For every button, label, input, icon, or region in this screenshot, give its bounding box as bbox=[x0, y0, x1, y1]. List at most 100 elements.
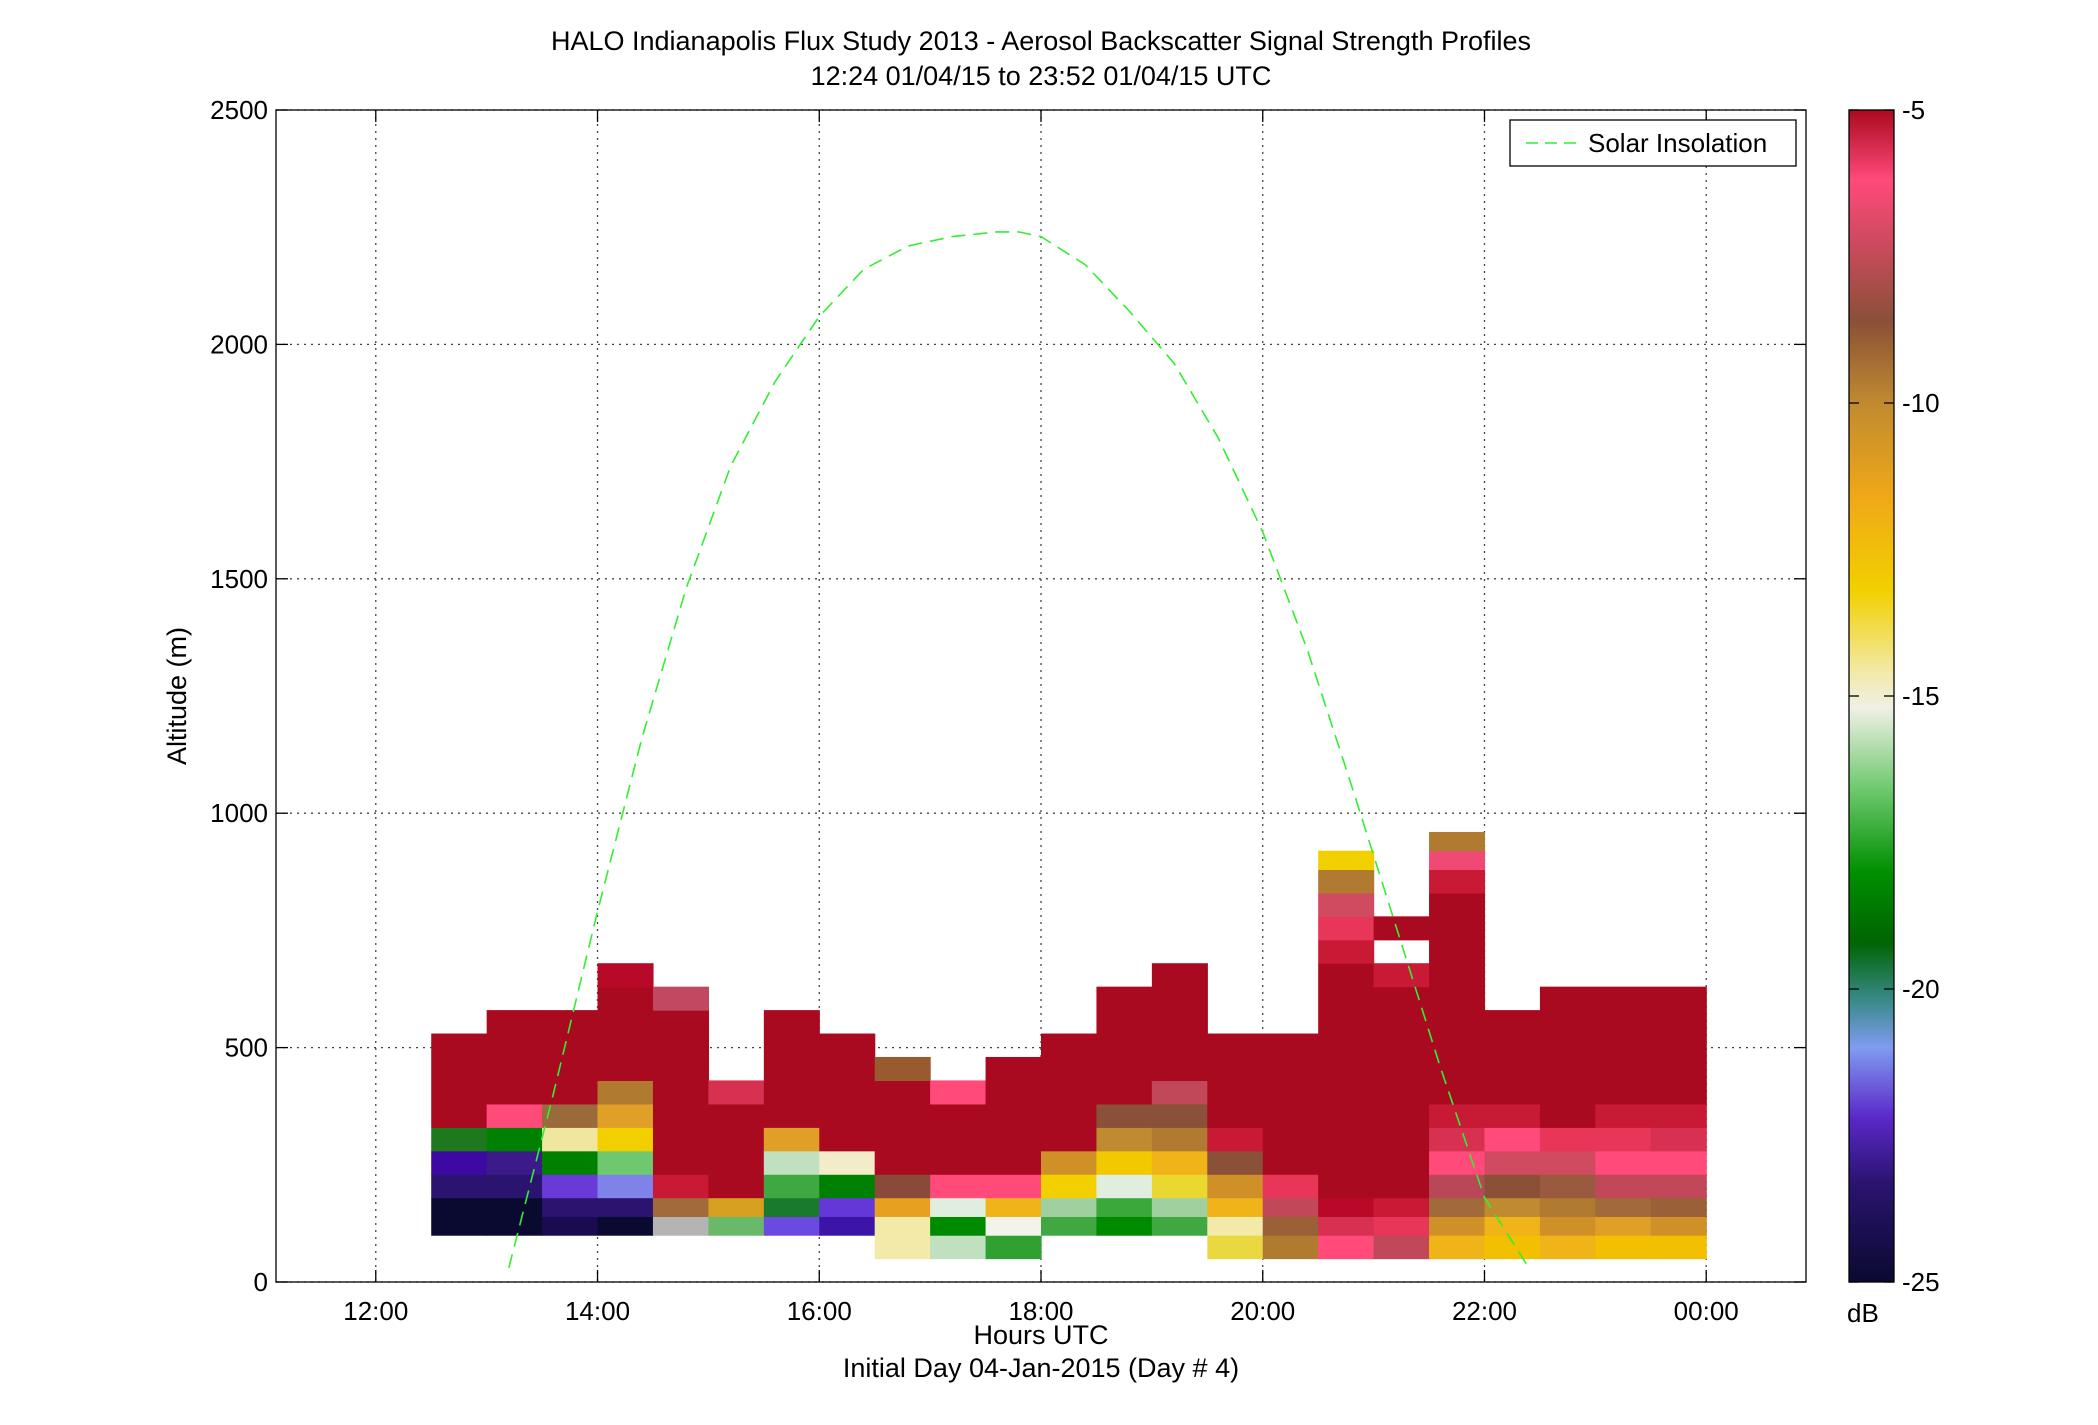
y-tick-labels: 0 500 1000 1500 2000 2500 bbox=[210, 95, 268, 1297]
heatmap-cell bbox=[819, 1197, 876, 1217]
heatmap-cell bbox=[1096, 1127, 1153, 1152]
heatmap-cell bbox=[1539, 1174, 1596, 1199]
heatmap-cell bbox=[874, 1174, 931, 1199]
heatmap-cell bbox=[1318, 1197, 1375, 1217]
heatmap-cell bbox=[1151, 1216, 1208, 1236]
heatmap-cell bbox=[1151, 1080, 1208, 1105]
heatmap-cell bbox=[1318, 963, 1375, 1199]
colorbar-tick-label: -25 bbox=[1902, 1267, 1940, 1297]
x-tick-label: 14:00 bbox=[565, 1296, 630, 1326]
heatmap-cell bbox=[1207, 1197, 1264, 1217]
heatmap-cell bbox=[1429, 1127, 1486, 1152]
x-tick-label: 16:00 bbox=[787, 1296, 852, 1326]
heatmap-cell bbox=[1207, 1150, 1264, 1175]
heatmap-cell bbox=[874, 1235, 931, 1260]
heatmap-cell bbox=[597, 1174, 654, 1199]
colorbar-ticks: -5 -10 -15 -20 -25 bbox=[1849, 95, 1940, 1297]
solar-insolation-line bbox=[508, 231, 1530, 1269]
heatmap-cell bbox=[763, 1197, 820, 1217]
chart-subtitle: 12:24 01/04/15 to 23:52 01/04/15 UTC bbox=[811, 61, 1272, 91]
heatmap-cell bbox=[1207, 1174, 1264, 1199]
heatmap-cell bbox=[1262, 1033, 1319, 1175]
heatmap-cell bbox=[1484, 1010, 1541, 1105]
heatmap-cell bbox=[1318, 916, 1375, 941]
heatmap-cell bbox=[542, 1150, 599, 1175]
x-tick-label: 00:00 bbox=[1674, 1296, 1739, 1326]
heatmap-cell bbox=[1650, 1174, 1707, 1199]
heatmap-cell bbox=[1151, 1197, 1208, 1217]
x-axis-sublabel: Initial Day 04-Jan-2015 (Day # 4) bbox=[843, 1353, 1239, 1383]
heatmap-cell bbox=[1041, 1150, 1098, 1175]
heatmap-cell bbox=[930, 1235, 987, 1260]
heatmap-cell bbox=[1373, 963, 1430, 988]
heatmap-cell bbox=[486, 1010, 543, 1105]
heatmap-cell bbox=[1429, 1216, 1486, 1236]
heatmap-cell bbox=[1484, 1235, 1541, 1260]
x-tick-label: 12:00 bbox=[343, 1296, 408, 1326]
heatmap-cell bbox=[1595, 1235, 1652, 1260]
heatmap-cell bbox=[1041, 1174, 1098, 1199]
x-axis-label: Hours UTC bbox=[973, 1320, 1108, 1350]
heatmap-cell bbox=[542, 1127, 599, 1152]
heatmap-cell bbox=[597, 1197, 654, 1217]
heatmap-cell bbox=[819, 1174, 876, 1199]
heatmap-cell bbox=[431, 1127, 488, 1152]
heatmap-cell bbox=[1484, 1103, 1541, 1128]
heatmap-cell bbox=[1595, 1150, 1652, 1175]
heatmap-cell bbox=[1650, 1150, 1707, 1175]
heatmap-cell bbox=[1207, 1216, 1264, 1236]
heatmap-cell bbox=[1429, 869, 1486, 894]
colorbar-tick-label: -20 bbox=[1902, 974, 1940, 1004]
heatmap-cell bbox=[985, 1174, 1042, 1199]
heatmap-cell bbox=[542, 1103, 599, 1128]
heatmap-cell bbox=[930, 1080, 987, 1105]
heatmap-cell bbox=[1484, 1197, 1541, 1217]
heatmap-cell bbox=[1318, 892, 1375, 917]
heatmap-cell bbox=[985, 1056, 1042, 1175]
heatmap-cell bbox=[1595, 1197, 1652, 1217]
heatmap-cell bbox=[542, 1216, 599, 1236]
heatmap-cell bbox=[874, 1216, 931, 1236]
y-tick-label: 2000 bbox=[210, 329, 268, 359]
heatmap-cell bbox=[597, 1103, 654, 1128]
heatmap-cell bbox=[652, 1197, 709, 1217]
heatmap-cell bbox=[985, 1216, 1042, 1236]
heatmap-cell bbox=[874, 1080, 931, 1175]
heatmap-cell bbox=[1318, 850, 1375, 871]
heatmap-cell bbox=[486, 1197, 543, 1236]
heatmap-cell bbox=[597, 963, 654, 988]
y-tick-label: 2500 bbox=[210, 95, 268, 125]
heatmap-cell bbox=[1539, 1197, 1596, 1217]
y-tick-label: 0 bbox=[254, 1267, 268, 1297]
heatmap-cell bbox=[1207, 1235, 1264, 1260]
heatmap-cell bbox=[542, 1174, 599, 1199]
heatmap-cell bbox=[652, 1216, 709, 1236]
colorbar-tick-label: -5 bbox=[1902, 95, 1925, 125]
heatmap-cell bbox=[708, 1103, 765, 1199]
heatmap-cell bbox=[1151, 1150, 1208, 1175]
x-tick-label: 18:00 bbox=[1008, 1296, 1073, 1326]
heatmap-cell bbox=[1151, 1127, 1208, 1152]
heatmap-cell bbox=[1041, 1197, 1098, 1217]
heatmap-cell bbox=[1041, 1033, 1098, 1152]
heatmap-cell bbox=[597, 986, 654, 1082]
heatmap-cell bbox=[1262, 1235, 1319, 1260]
heatmap-cell bbox=[985, 1235, 1042, 1260]
heatmap-cell bbox=[1650, 1127, 1707, 1152]
axis-ticks bbox=[276, 109, 1806, 1283]
heatmap-cell bbox=[874, 1056, 931, 1082]
heatmap-cell bbox=[1151, 963, 1208, 1082]
heatmap-cell bbox=[1096, 986, 1153, 1105]
heatmap-cell bbox=[1151, 1174, 1208, 1199]
heatmap-cell bbox=[1650, 986, 1707, 1105]
heatmap-cell bbox=[486, 1103, 543, 1128]
x-tick-label: 20:00 bbox=[1230, 1296, 1295, 1326]
heatmap-cell bbox=[1429, 1150, 1486, 1175]
heatmap-cell bbox=[1539, 1235, 1596, 1260]
heatmap-cell bbox=[930, 1216, 987, 1236]
x-tick-label: 22:00 bbox=[1452, 1296, 1517, 1326]
y-tick-label: 1000 bbox=[210, 798, 268, 828]
heatmap-cell bbox=[1429, 850, 1486, 871]
heatmap-cell bbox=[1484, 1150, 1541, 1175]
heatmap-cell bbox=[1373, 916, 1430, 941]
